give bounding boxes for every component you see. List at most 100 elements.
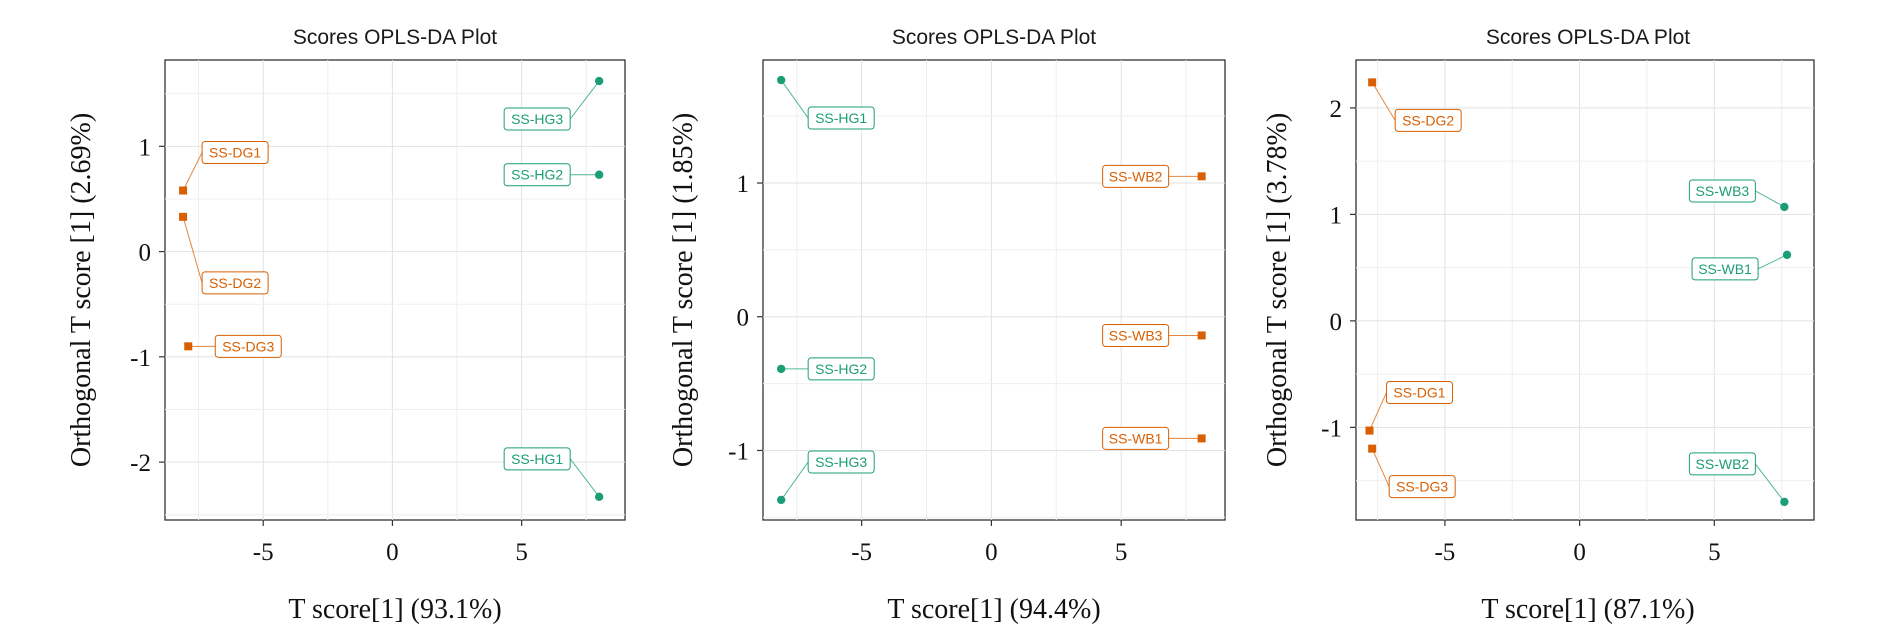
- point-label-box: [214, 334, 282, 358]
- point-label-box: [1102, 323, 1170, 347]
- panel-1-grid: [165, 60, 625, 520]
- panel-2-y-axis-label: Orthogonal T score [1] (1.85%): [668, 113, 699, 467]
- x-tick-label: 0: [1573, 539, 1586, 566]
- score-point: [594, 170, 604, 179]
- point-label: SS-DG1: [209, 145, 261, 161]
- label-connector: [780, 79, 809, 119]
- y-tick-label: 0: [737, 305, 750, 332]
- point-label-box: [807, 450, 875, 474]
- point-label-box: [1394, 108, 1462, 132]
- score-point: [776, 495, 786, 505]
- label-connector: [182, 216, 203, 283]
- label-connector: [780, 461, 809, 501]
- point-label-box: [201, 271, 269, 295]
- y-tick-label: 1: [139, 134, 152, 161]
- point-label: SS-HG3: [815, 454, 867, 470]
- panel-1-y-ticks: 1 0 -1 -2: [130, 134, 165, 477]
- label-connector: [1754, 463, 1785, 503]
- point-label-box: [1102, 426, 1170, 450]
- label-connector: [1369, 392, 1387, 431]
- y-tick-label: -1: [728, 438, 749, 465]
- panel-3-points: SS-DG2 SS-DG1 SS-DG3 SS-WB3 SS-WB1 SS-WB2: [1365, 78, 1792, 507]
- point-label: SS-HG2: [511, 167, 563, 183]
- x-tick-label: -5: [253, 539, 274, 566]
- panel-2-y-ticks: 1 0 -1: [728, 171, 763, 465]
- y-tick-label: -1: [130, 345, 151, 372]
- label-connector: [569, 458, 600, 498]
- score-point: [179, 212, 188, 221]
- x-tick-label: 0: [985, 539, 998, 566]
- point-label-box: [503, 107, 571, 131]
- point-label: SS-WB1: [1109, 430, 1163, 446]
- panel-3-plot-area: [1355, 59, 1815, 521]
- label-connector: [569, 80, 600, 120]
- point-label: SS-DG3: [222, 338, 274, 354]
- score-point: [1197, 434, 1206, 443]
- point-label: SS-HG1: [815, 110, 867, 126]
- score-point: [184, 342, 193, 351]
- panel-2-grid: [763, 60, 1225, 520]
- point-label-box: [1388, 475, 1456, 499]
- score-point: [1780, 202, 1789, 212]
- point-label: SS-HG2: [815, 361, 867, 377]
- panel-3-title: Scores OPLS-DA Plot: [1486, 26, 1690, 49]
- point-label-box: [807, 357, 875, 381]
- y-tick-label: 1: [737, 171, 750, 198]
- panel-3-x-ticks: -5 0 5: [1434, 520, 1721, 566]
- point-label-box: [1385, 381, 1453, 405]
- score-point: [1197, 172, 1206, 181]
- point-label-box: [1688, 452, 1756, 476]
- y-tick-label: -2: [130, 450, 151, 477]
- point-label: SS-DG2: [209, 275, 261, 291]
- y-tick-label: 1: [1330, 202, 1343, 229]
- point-label: SS-WB1: [1698, 261, 1752, 277]
- score-point: [1365, 426, 1374, 435]
- point-label: SS-WB2: [1696, 456, 1750, 472]
- panel-2-x-ticks: -5 0 5: [851, 520, 1127, 566]
- label-connector: [182, 152, 203, 191]
- score-point: [594, 492, 604, 502]
- panel-2-title: Scores OPLS-DA Plot: [892, 26, 1096, 49]
- y-tick-label: 0: [139, 240, 152, 267]
- point-label-box: [503, 163, 571, 187]
- label-connector: [1755, 190, 1785, 208]
- score-point: [594, 76, 604, 86]
- point-label-box: [503, 447, 571, 471]
- panel-1-title: Scores OPLS-DA Plot: [293, 26, 497, 49]
- scores-panel-2: Scores OPLS-DA Plot -5 0 5 10-1 SS-HG1SS-H…: [668, 26, 1226, 625]
- panel-2-points: SS-HG1 SS-HG2 SS-HG3 SS-WB2 SS-WB3 SS-WB1: [776, 75, 1206, 505]
- panel-1-y-axis-label: Orthogonal T score [1] (2.69%): [66, 113, 97, 467]
- score-point: [179, 186, 188, 195]
- panel-3-y-axis-label: Orthogonal T score [1] (3.78%): [1262, 113, 1293, 467]
- point-label: SS-DG1: [1393, 385, 1445, 401]
- label-connector: [1371, 448, 1390, 487]
- panel-1-x-axis-label: T score[1] (93.1%): [288, 594, 501, 625]
- x-tick-label: 5: [515, 539, 528, 566]
- point-label: SS-DG3: [1396, 479, 1448, 495]
- label-connector: [1757, 254, 1788, 270]
- x-tick-label: 0: [386, 539, 399, 566]
- x-tick-label: 5: [1708, 539, 1721, 566]
- y-tick-label: -1: [1321, 415, 1342, 442]
- point-label-box: [1102, 164, 1170, 188]
- score-point: [1368, 78, 1377, 87]
- panel-1-points: SS-DG1 SS-DG2 SS-DG3 SS-HG3 SS-HG2 SS-HG1: [179, 76, 604, 502]
- y-tick-label: 2: [1330, 96, 1343, 123]
- point-label: SS-HG3: [511, 111, 563, 127]
- label-connector: [1371, 82, 1396, 121]
- scores-panel-1: Scores OPLS-DA Plot -5 0 5 10-1-2 SS-DG1SS…: [66, 26, 626, 625]
- score-point: [776, 364, 786, 374]
- x-tick-label: -5: [1434, 539, 1455, 566]
- point-label-box: [1688, 179, 1756, 203]
- score-point: [1197, 331, 1206, 340]
- panel-3-y-ticks: 2 1 0 -1: [1321, 96, 1356, 442]
- point-label: SS-WB3: [1696, 183, 1750, 199]
- y-tick-label: 0: [1330, 309, 1343, 336]
- x-tick-label: -5: [851, 539, 872, 566]
- point-label: SS-WB3: [1109, 327, 1163, 343]
- point-label: SS-DG2: [1402, 112, 1454, 128]
- panel-1-x-ticks: -5 0 5: [253, 520, 528, 566]
- score-point: [1368, 444, 1377, 453]
- point-label-box: [1691, 257, 1759, 281]
